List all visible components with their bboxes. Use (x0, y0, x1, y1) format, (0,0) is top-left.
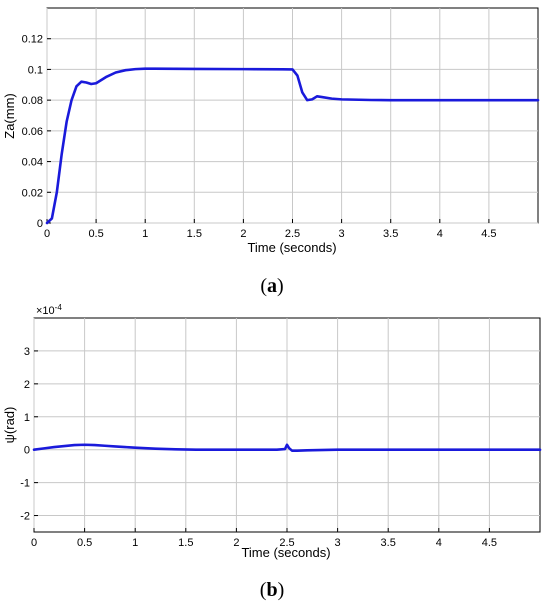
grid-a (46, 8, 538, 224)
x-ticks-a: 0 0.5 1 1.5 2 2.5 3 3.5 4 4.5 (44, 219, 497, 240)
x-tick-label-b-1: 0.5 (77, 537, 92, 549)
y-exponent-label-b: ×10-4 (36, 303, 62, 318)
x-tick-label-a-4: 2 (240, 228, 246, 240)
x-tick-label-a-2: 1 (142, 228, 148, 240)
y-tick-label-b-0: -2 (20, 511, 30, 523)
y-ticks-a: 0 0.02 0.04 0.06 0.08 0.1 0.12 (22, 34, 51, 230)
caption-letter-a: a (267, 275, 277, 297)
y-tick-label-a-5: 0.1 (28, 64, 43, 76)
x-tick-label-a-5: 2.5 (285, 228, 300, 240)
y-tick-label-b-1: -1 (20, 478, 30, 490)
series-line-b-0 (32, 443, 542, 452)
y-tick-label-a-4: 0.08 (22, 95, 43, 107)
chart-b: 0 0.5 1 1.5 2 2.5 3 3.5 4 4.5 -2 -1 0 1 2 3 ×10-4 Time… (2, 303, 542, 601)
x-tick-label-a-1: 0.5 (88, 228, 103, 240)
x-ticks-b: 0 0.5 1 1.5 2 2.5 3 3.5 4 4.5 (31, 528, 497, 549)
series-a (45, 67, 540, 225)
x-axis-label-b: Time (seconds) (241, 545, 330, 560)
y-tick-label-a-2: 0.04 (22, 157, 43, 169)
y-tick-label-a-1: 0.02 (22, 187, 43, 199)
caption-letter-b: b (266, 579, 277, 601)
x-tick-label-a-3: 1.5 (187, 228, 202, 240)
x-tick-label-b-3: 1.5 (178, 537, 193, 549)
y-tick-label-a-6: 0.12 (22, 34, 43, 46)
y-exponent-power-b: -4 (55, 303, 63, 312)
y-tick-label-b-2: 0 (24, 445, 30, 457)
x-tick-label-b-6: 3 (335, 537, 341, 549)
series-line-a-0 (45, 67, 540, 225)
chart-a: 0 0.5 1 1.5 2 2.5 3 3.5 4 4.5 0 0.02 0.04 0.06 0.08 0.… (2, 7, 540, 297)
x-tick-label-b-9: 4.5 (482, 537, 497, 549)
y-tick-label-a-3: 0.06 (22, 126, 43, 138)
x-axis-label-a: Time (seconds) (247, 240, 336, 255)
y-exponent-base-b: ×10 (36, 305, 55, 317)
x-tick-label-b-0: 0 (31, 537, 37, 549)
y-axis-label-b: ψ(rad) (2, 407, 17, 444)
y-tick-label-b-4: 2 (24, 379, 30, 391)
y-tick-label-b-5: 3 (24, 346, 30, 358)
x-tick-label-b-5: 2.5 (279, 537, 294, 549)
y-tick-label-b-3: 1 (24, 412, 30, 424)
x-tick-label-b-4: 2 (233, 537, 239, 549)
caption-b: (b) (260, 579, 284, 601)
x-tick-label-a-6: 3 (339, 228, 345, 240)
x-tick-label-a-8: 4 (437, 228, 443, 240)
x-tick-label-a-0: 0 (44, 228, 50, 240)
x-tick-label-b-2: 1 (132, 537, 138, 549)
y-axis-label-a: Za(mm) (2, 93, 17, 139)
series-b (32, 443, 542, 452)
x-tick-label-b-7: 3.5 (381, 537, 396, 549)
x-tick-label-a-7: 3.5 (383, 228, 398, 240)
caption-a: (a) (260, 275, 283, 297)
x-tick-label-b-8: 4 (436, 537, 442, 549)
x-tick-label-a-9: 4.5 (481, 228, 496, 240)
y-tick-label-a-0: 0 (37, 218, 43, 230)
